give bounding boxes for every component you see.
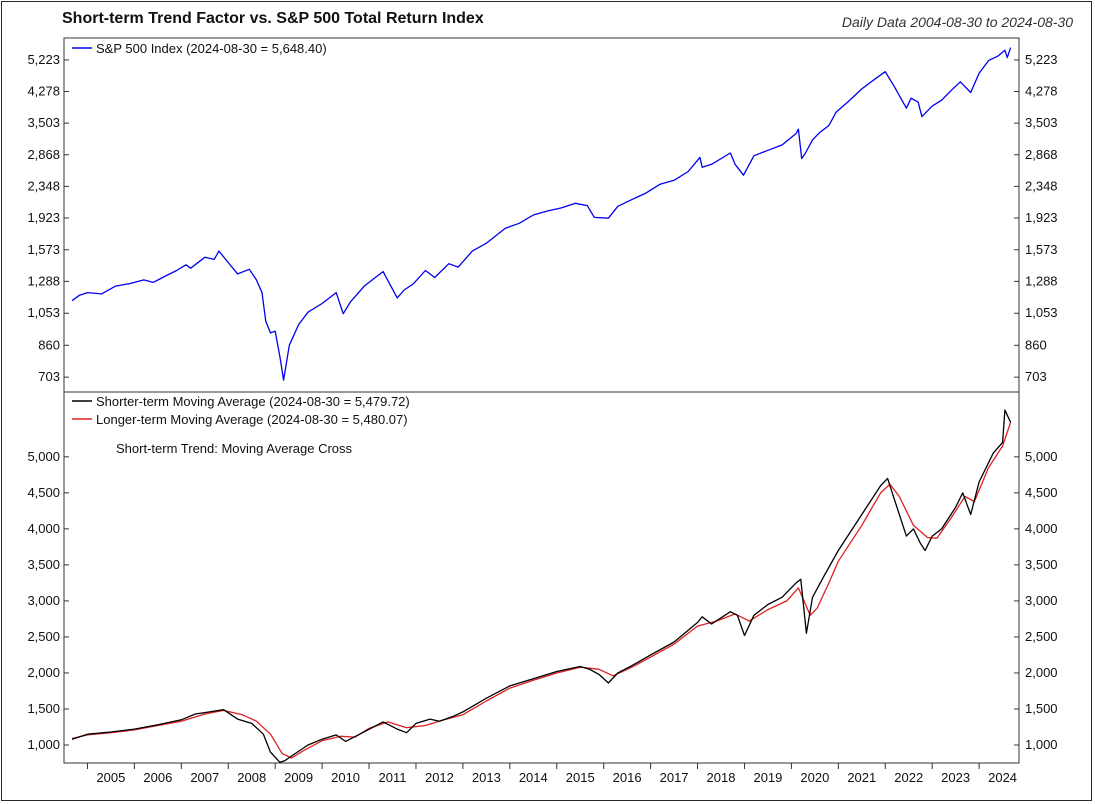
bottom-y-tick-label-left: 3,000: [27, 593, 60, 608]
bottom-y-tick-label-left: 1,500: [27, 701, 60, 716]
top-y-tick-label-left: 1,053: [27, 305, 60, 320]
top-y-tick-label-right: 2,868: [1025, 147, 1058, 162]
sp500-series-line: [71, 47, 1012, 381]
bottom-y-tick-label-right: 3,500: [1025, 557, 1058, 572]
bottom-y-tick-label-left: 4,000: [27, 521, 60, 536]
top-y-tick-label-right: 1,573: [1025, 242, 1058, 257]
x-tick-label: 2011: [379, 770, 407, 785]
x-tick-label: 2021: [847, 770, 876, 785]
top-y-tick-label-left: 4,278: [27, 84, 60, 99]
x-tick-label: 2019: [753, 770, 782, 785]
x-tick-label: 2013: [472, 770, 501, 785]
top-y-tick-label-left: 860: [38, 337, 60, 352]
bottom-y-tick-label-right: 4,000: [1025, 521, 1058, 536]
bottom-y-tick-label-right: 4,500: [1025, 485, 1058, 500]
top-y-tick-label-right: 703: [1025, 369, 1047, 384]
x-tick-label: 2024: [988, 770, 1017, 785]
bottom-y-tick-label-left: 5,000: [27, 449, 60, 464]
bottom-y-tick-label-right: 5,000: [1025, 449, 1058, 464]
bottom-legend: Shorter-term Moving Average (2024-08-30 …: [72, 394, 410, 427]
top-y-tick-label-left: 1,288: [27, 273, 60, 288]
top-y-tick-label-right: 2,348: [1025, 178, 1058, 193]
bottom-y-axis: 1,000 1,000 1,500 1,500 2,000 2,000 2,500 2,500…: [27, 449, 1057, 752]
x-tick-label: 2023: [941, 770, 970, 785]
top-y-tick-label-right: 1,923: [1025, 210, 1058, 225]
top-y-tick-label-left: 2,868: [27, 147, 60, 162]
top-y-axis: 703 703 860 860 1,053 1,053 1,288 1,288 1,573 1,5…: [27, 52, 1057, 384]
x-tick-label: 2014: [519, 770, 548, 785]
longer-term-ma-line: [71, 422, 1012, 759]
bottom-plot-area: [63, 391, 1020, 764]
x-tick-label: 2018: [707, 770, 736, 785]
top-legend: S&P 500 Index (2024-08-30 = 5,648.40): [72, 41, 327, 56]
trend-annotation: Short-term Trend: Moving Average Cross: [116, 441, 353, 456]
x-axis: 2005 2006 2007 2008 2009 2010 2011 2012 2013 2014…: [86, 763, 1017, 785]
bottom-y-tick-label-left: 2,500: [27, 629, 60, 644]
bottom-panel: 1,000 1,000 1,500 1,500 2,000 2,000 2,500 2,500…: [27, 391, 1058, 785]
top-y-tick-label-left: 703: [38, 369, 60, 384]
top-y-tick-label-right: 4,278: [1025, 84, 1058, 99]
top-y-tick-label-right: 3,503: [1025, 115, 1058, 130]
top-y-tick-label-left: 2,348: [27, 178, 60, 193]
top-y-tick-label-left: 1,573: [27, 242, 60, 257]
bottom-y-tick-label-right: 2,500: [1025, 629, 1058, 644]
x-tick-label: 2008: [237, 770, 266, 785]
top-plot-area: [63, 37, 1020, 393]
bottom-y-tick-label-left: 3,500: [27, 557, 60, 572]
shorter-term-ma-line: [71, 409, 1012, 763]
top-y-tick-label-right: 1,288: [1025, 273, 1058, 288]
bottom-y-tick-label-right: 2,000: [1025, 665, 1058, 680]
bottom-y-tick-label-right: 3,000: [1025, 593, 1058, 608]
x-tick-label: 2005: [96, 770, 125, 785]
top-y-tick-label-right: 1,053: [1025, 305, 1058, 320]
x-tick-label: 2015: [566, 770, 595, 785]
bottom-y-tick-label-right: 1,000: [1025, 737, 1058, 752]
chart-title: Short-term Trend Factor vs. S&P 500 Tota…: [62, 10, 484, 27]
x-tick-label: 2020: [800, 770, 829, 785]
x-tick-label: 2007: [190, 770, 219, 785]
x-tick-label: 2010: [331, 770, 360, 785]
bottom-y-tick-label-left: 2,000: [27, 665, 60, 680]
chart-subtitle: Daily Data 2004-08-30 to 2024-08-30: [841, 14, 1073, 30]
x-tick-label: 2006: [143, 770, 172, 785]
bottom-y-tick-label-left: 4,500: [27, 485, 60, 500]
bottom-y-tick-label-right: 1,500: [1025, 701, 1058, 716]
top-y-tick-label-right: 860: [1025, 337, 1047, 352]
x-tick-label: 2016: [613, 770, 642, 785]
top-panel: 703 703 860 860 1,053 1,053 1,288 1,288 1,573 1,5…: [27, 37, 1058, 393]
x-tick-label: 2009: [284, 770, 313, 785]
top-y-tick-label-right: 5,223: [1025, 52, 1058, 67]
sp500-legend-label: S&P 500 Index (2024-08-30 = 5,648.40): [96, 41, 327, 56]
shorter-term-legend-label: Shorter-term Moving Average (2024-08-30 …: [96, 394, 410, 409]
top-y-tick-label-left: 3,503: [27, 115, 60, 130]
longer-term-legend-label: Longer-term Moving Average (2024-08-30 =…: [96, 412, 408, 427]
top-y-tick-label-left: 5,223: [27, 52, 60, 67]
top-y-tick-label-left: 1,923: [27, 210, 60, 225]
x-tick-label: 2012: [425, 770, 454, 785]
bottom-y-tick-label-left: 1,000: [27, 737, 60, 752]
x-tick-label: 2017: [660, 770, 689, 785]
x-tick-label: 2022: [894, 770, 923, 785]
